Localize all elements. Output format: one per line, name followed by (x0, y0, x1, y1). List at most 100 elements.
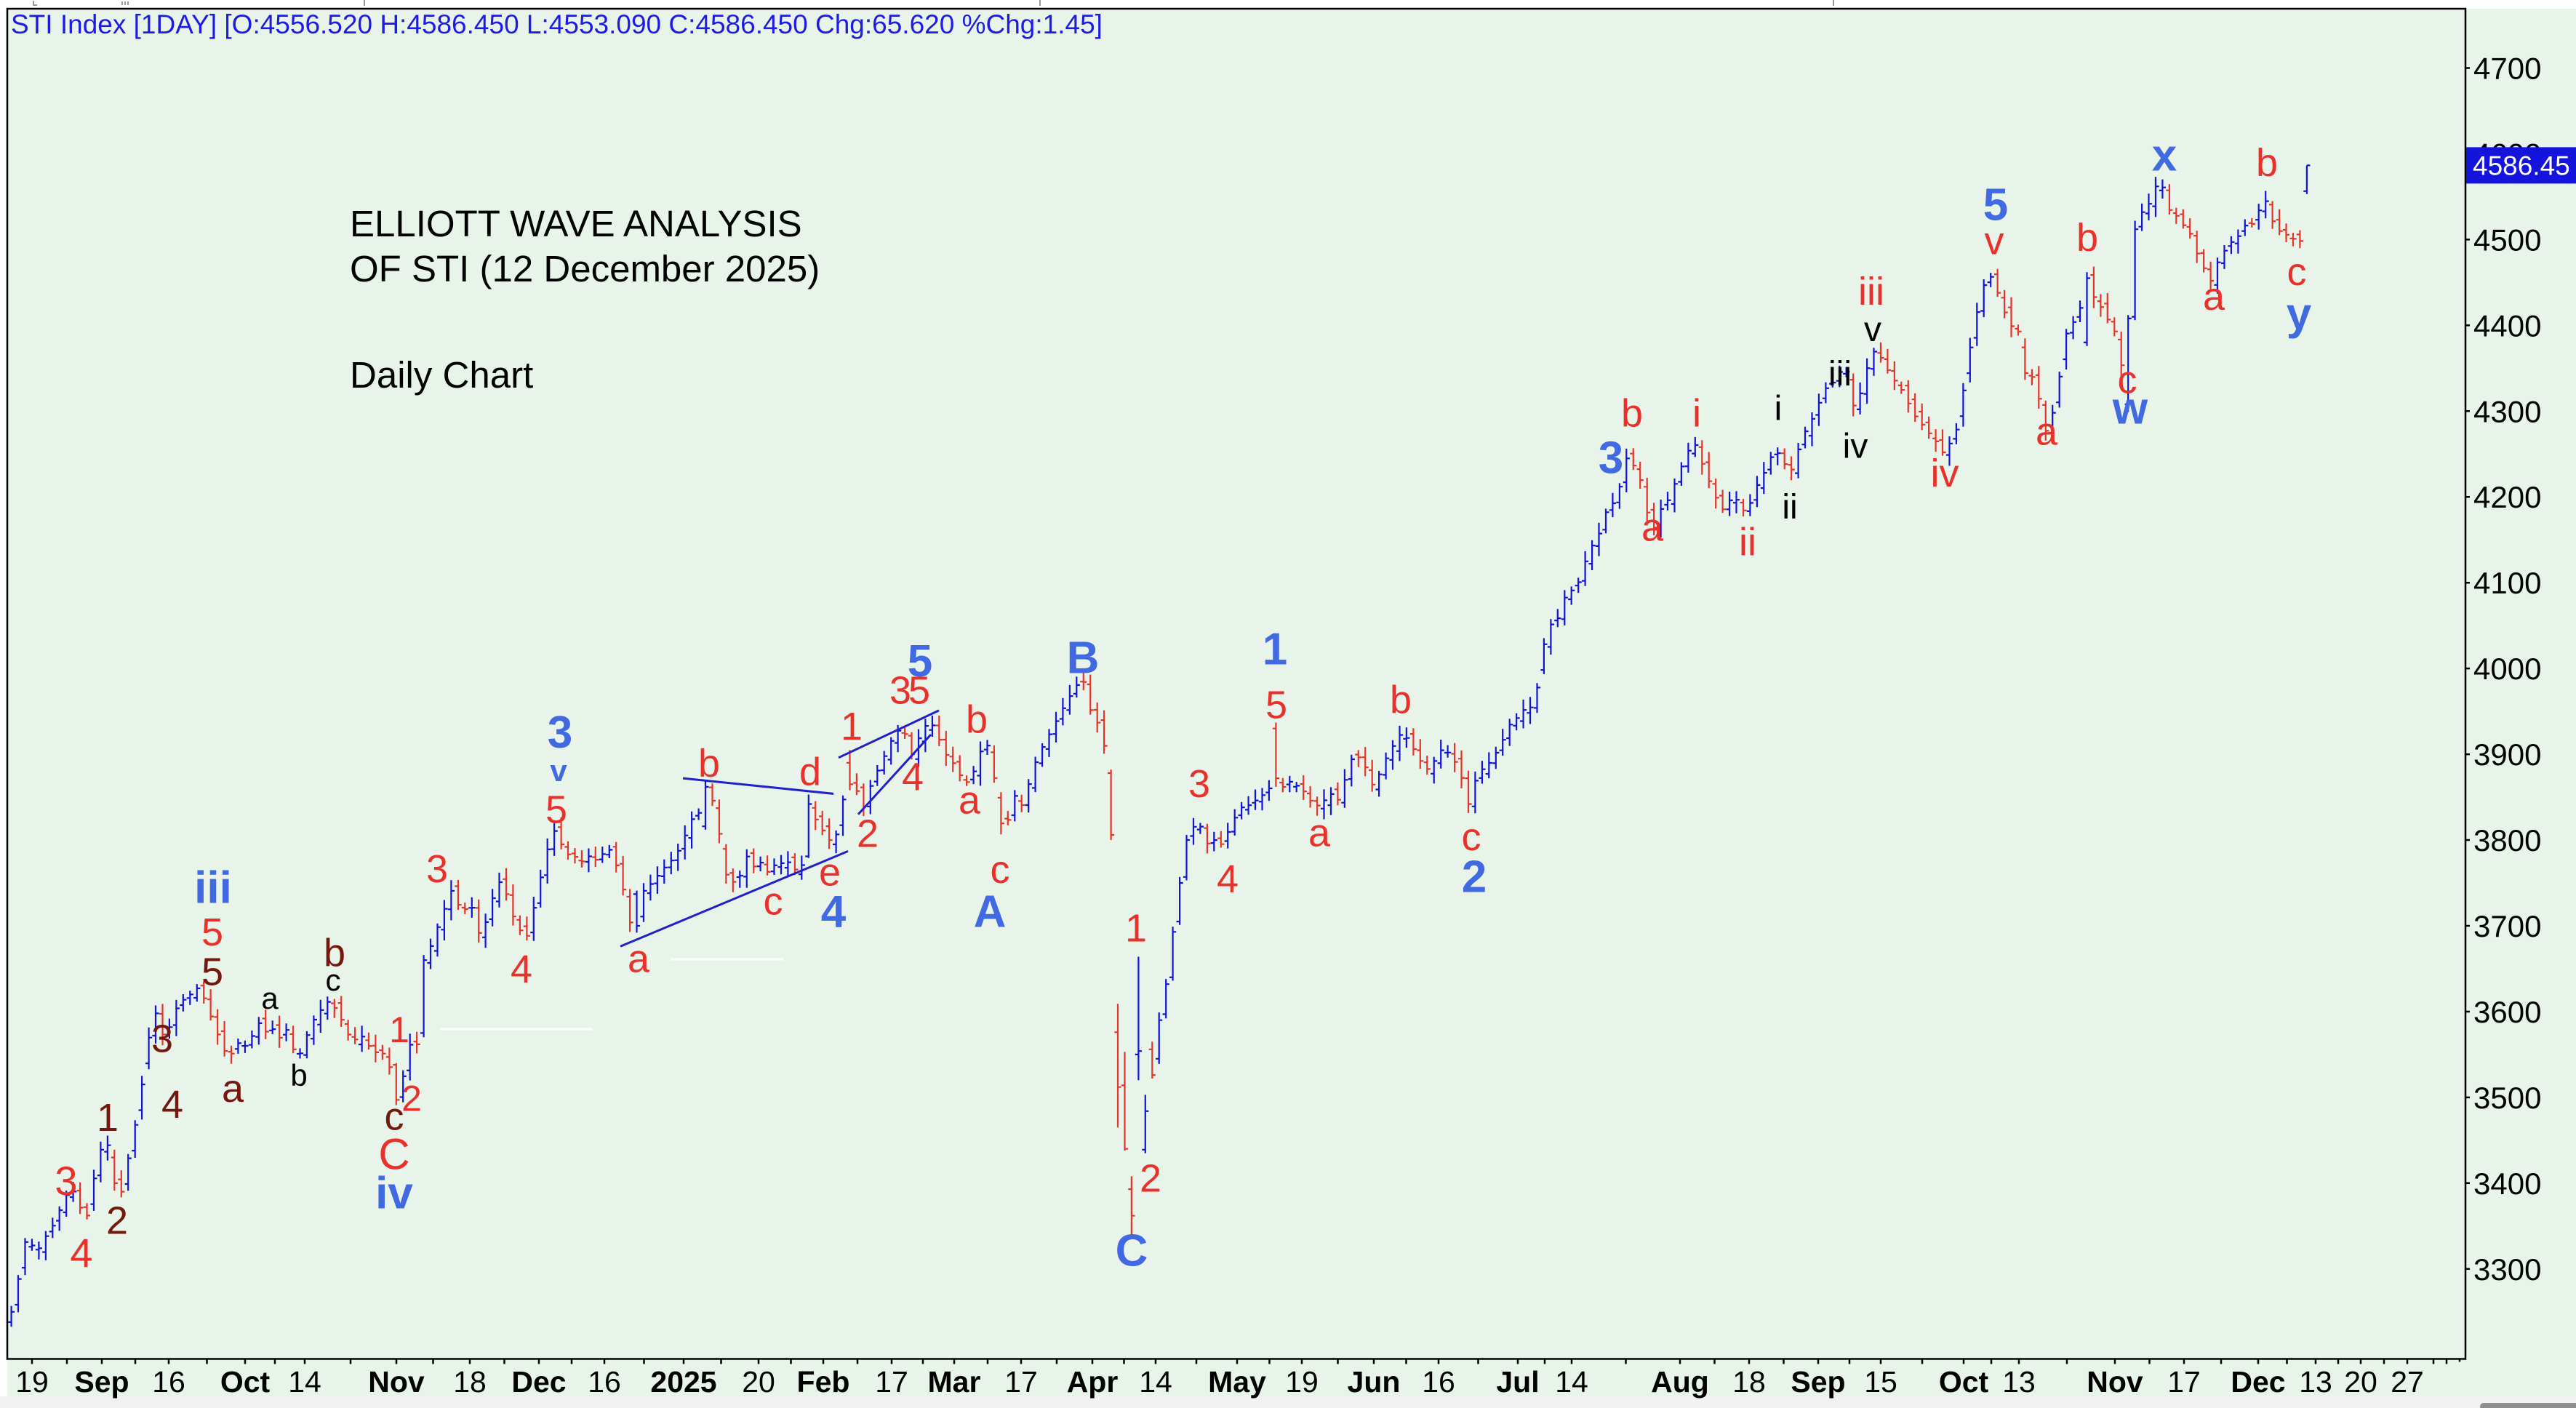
svg-text:4: 4 (161, 1083, 183, 1127)
svg-text:Aug: Aug (1651, 1365, 1709, 1399)
svg-text:c: c (326, 963, 341, 997)
svg-text:ELLIOTT WAVE ANALYSIS: ELLIOTT WAVE ANALYSIS (350, 203, 802, 244)
svg-text:a: a (959, 779, 981, 823)
svg-text:19: 19 (15, 1365, 49, 1399)
svg-text:x: x (2152, 130, 2177, 180)
svg-text:3: 3 (151, 1017, 173, 1060)
svg-text:Sep: Sep (1791, 1365, 1845, 1399)
svg-text:5: 5 (201, 950, 223, 993)
svg-text:A: A (974, 887, 1007, 937)
svg-text:3800: 3800 (2473, 823, 2541, 857)
svg-text:Dec: Dec (511, 1365, 566, 1399)
svg-text:Jul: Jul (1496, 1365, 1539, 1399)
svg-text:C: C (378, 1130, 409, 1179)
svg-text:STI Index [1DAY] [O:4556.520 H: STI Index [1DAY] [O:4556.520 H:4586.450 … (11, 9, 1103, 39)
svg-text:4200: 4200 (2473, 480, 2541, 514)
svg-text:b: b (2076, 216, 2098, 260)
svg-text:c: c (991, 848, 1010, 892)
svg-text:b: b (1621, 392, 1643, 436)
svg-text:y: y (2287, 289, 2312, 340)
svg-text:3700: 3700 (2473, 909, 2541, 943)
svg-text:1: 1 (841, 705, 863, 748)
svg-text:15: 15 (1864, 1365, 1897, 1399)
svg-text:1: 1 (1263, 625, 1287, 675)
svg-text:4: 4 (821, 887, 847, 937)
svg-text:1: 1 (389, 1009, 409, 1050)
svg-text:v: v (1985, 220, 2004, 263)
svg-text:3600: 3600 (2473, 995, 2541, 1029)
svg-text:5: 5 (201, 911, 223, 954)
svg-text:a: a (1641, 505, 1664, 549)
svg-text:OF STI (12 December 2025): OF STI (12 December 2025) (350, 248, 820, 289)
svg-text:iv: iv (375, 1169, 413, 1219)
svg-text:4: 4 (1217, 857, 1239, 901)
svg-text:Oct: Oct (1939, 1365, 1989, 1399)
svg-text:18: 18 (1732, 1365, 1766, 1399)
svg-text:Nov: Nov (368, 1365, 425, 1399)
svg-text:4500: 4500 (2473, 223, 2541, 257)
svg-text:ii: ii (1782, 488, 1797, 527)
svg-text:w: w (2112, 383, 2148, 433)
svg-text:3500: 3500 (2473, 1081, 2541, 1115)
svg-text:3400: 3400 (2473, 1167, 2541, 1201)
svg-text:iii: iii (1858, 270, 1884, 313)
svg-text:iv: iv (1843, 427, 1868, 465)
svg-text:Jun: Jun (1348, 1365, 1401, 1399)
svg-text:d: d (799, 751, 821, 794)
svg-text:i: i (1692, 392, 1701, 436)
svg-text:16: 16 (1422, 1365, 1455, 1399)
svg-text:b: b (324, 932, 345, 975)
svg-text:iv: iv (1931, 452, 1959, 495)
svg-text:b: b (2256, 141, 2278, 185)
svg-text:Apr: Apr (1067, 1365, 1119, 1399)
svg-text:b: b (698, 742, 720, 785)
svg-text:iii: iii (1828, 355, 1852, 393)
svg-text:5: 5 (908, 636, 932, 687)
svg-text:Daily Chart: Daily Chart (350, 354, 533, 396)
svg-text:3: 3 (1188, 762, 1210, 806)
svg-text:c: c (2118, 359, 2137, 402)
svg-text:13: 13 (2002, 1365, 2036, 1399)
svg-text:2025: 2025 (650, 1365, 716, 1399)
svg-text:a: a (1308, 811, 1331, 855)
svg-text:b: b (1390, 679, 1412, 722)
svg-text:i: i (1775, 389, 1783, 428)
svg-text:16: 16 (152, 1365, 185, 1399)
svg-text:3: 3 (426, 847, 448, 891)
svg-text:4: 4 (511, 948, 532, 991)
svg-text:a: a (2203, 275, 2225, 319)
svg-text:4: 4 (902, 756, 924, 799)
svg-text:b: b (966, 698, 988, 742)
svg-text:17: 17 (2167, 1365, 2201, 1399)
svg-text:5: 5 (1983, 180, 2008, 231)
svg-text:a: a (222, 1067, 244, 1111)
svg-text:c: c (2287, 250, 2307, 294)
svg-text:14: 14 (1555, 1365, 1588, 1399)
svg-text:27: 27 (2391, 1365, 2424, 1399)
svg-text:14: 14 (288, 1365, 321, 1399)
svg-text:2: 2 (1140, 1157, 1161, 1201)
svg-text:4000: 4000 (2473, 652, 2541, 686)
svg-text:2: 2 (857, 812, 879, 856)
svg-text:Oct: Oct (220, 1365, 271, 1399)
svg-text:3: 3 (548, 708, 572, 758)
svg-text:17: 17 (1004, 1365, 1038, 1399)
svg-text:3300: 3300 (2473, 1252, 2541, 1287)
svg-text:b: b (290, 1058, 307, 1092)
svg-text:Mar: Mar (928, 1365, 981, 1399)
svg-text:1: 1 (97, 1096, 119, 1140)
svg-text:18: 18 (453, 1365, 487, 1399)
svg-text:3: 3 (55, 1158, 77, 1204)
svg-text:4400: 4400 (2473, 308, 2541, 343)
svg-text:4300: 4300 (2473, 394, 2541, 428)
svg-text:ii: ii (1739, 521, 1756, 564)
svg-text:4: 4 (70, 1230, 92, 1276)
svg-text:a: a (628, 937, 650, 981)
svg-text:c: c (1462, 815, 1481, 859)
svg-text:May: May (1208, 1365, 1266, 1399)
svg-text:4586.45: 4586.45 (2473, 151, 2570, 180)
svg-text:B: B (1067, 633, 1100, 684)
svg-text:4100: 4100 (2473, 566, 2541, 600)
svg-text:2: 2 (401, 1079, 422, 1119)
svg-text:4700: 4700 (2473, 52, 2541, 86)
